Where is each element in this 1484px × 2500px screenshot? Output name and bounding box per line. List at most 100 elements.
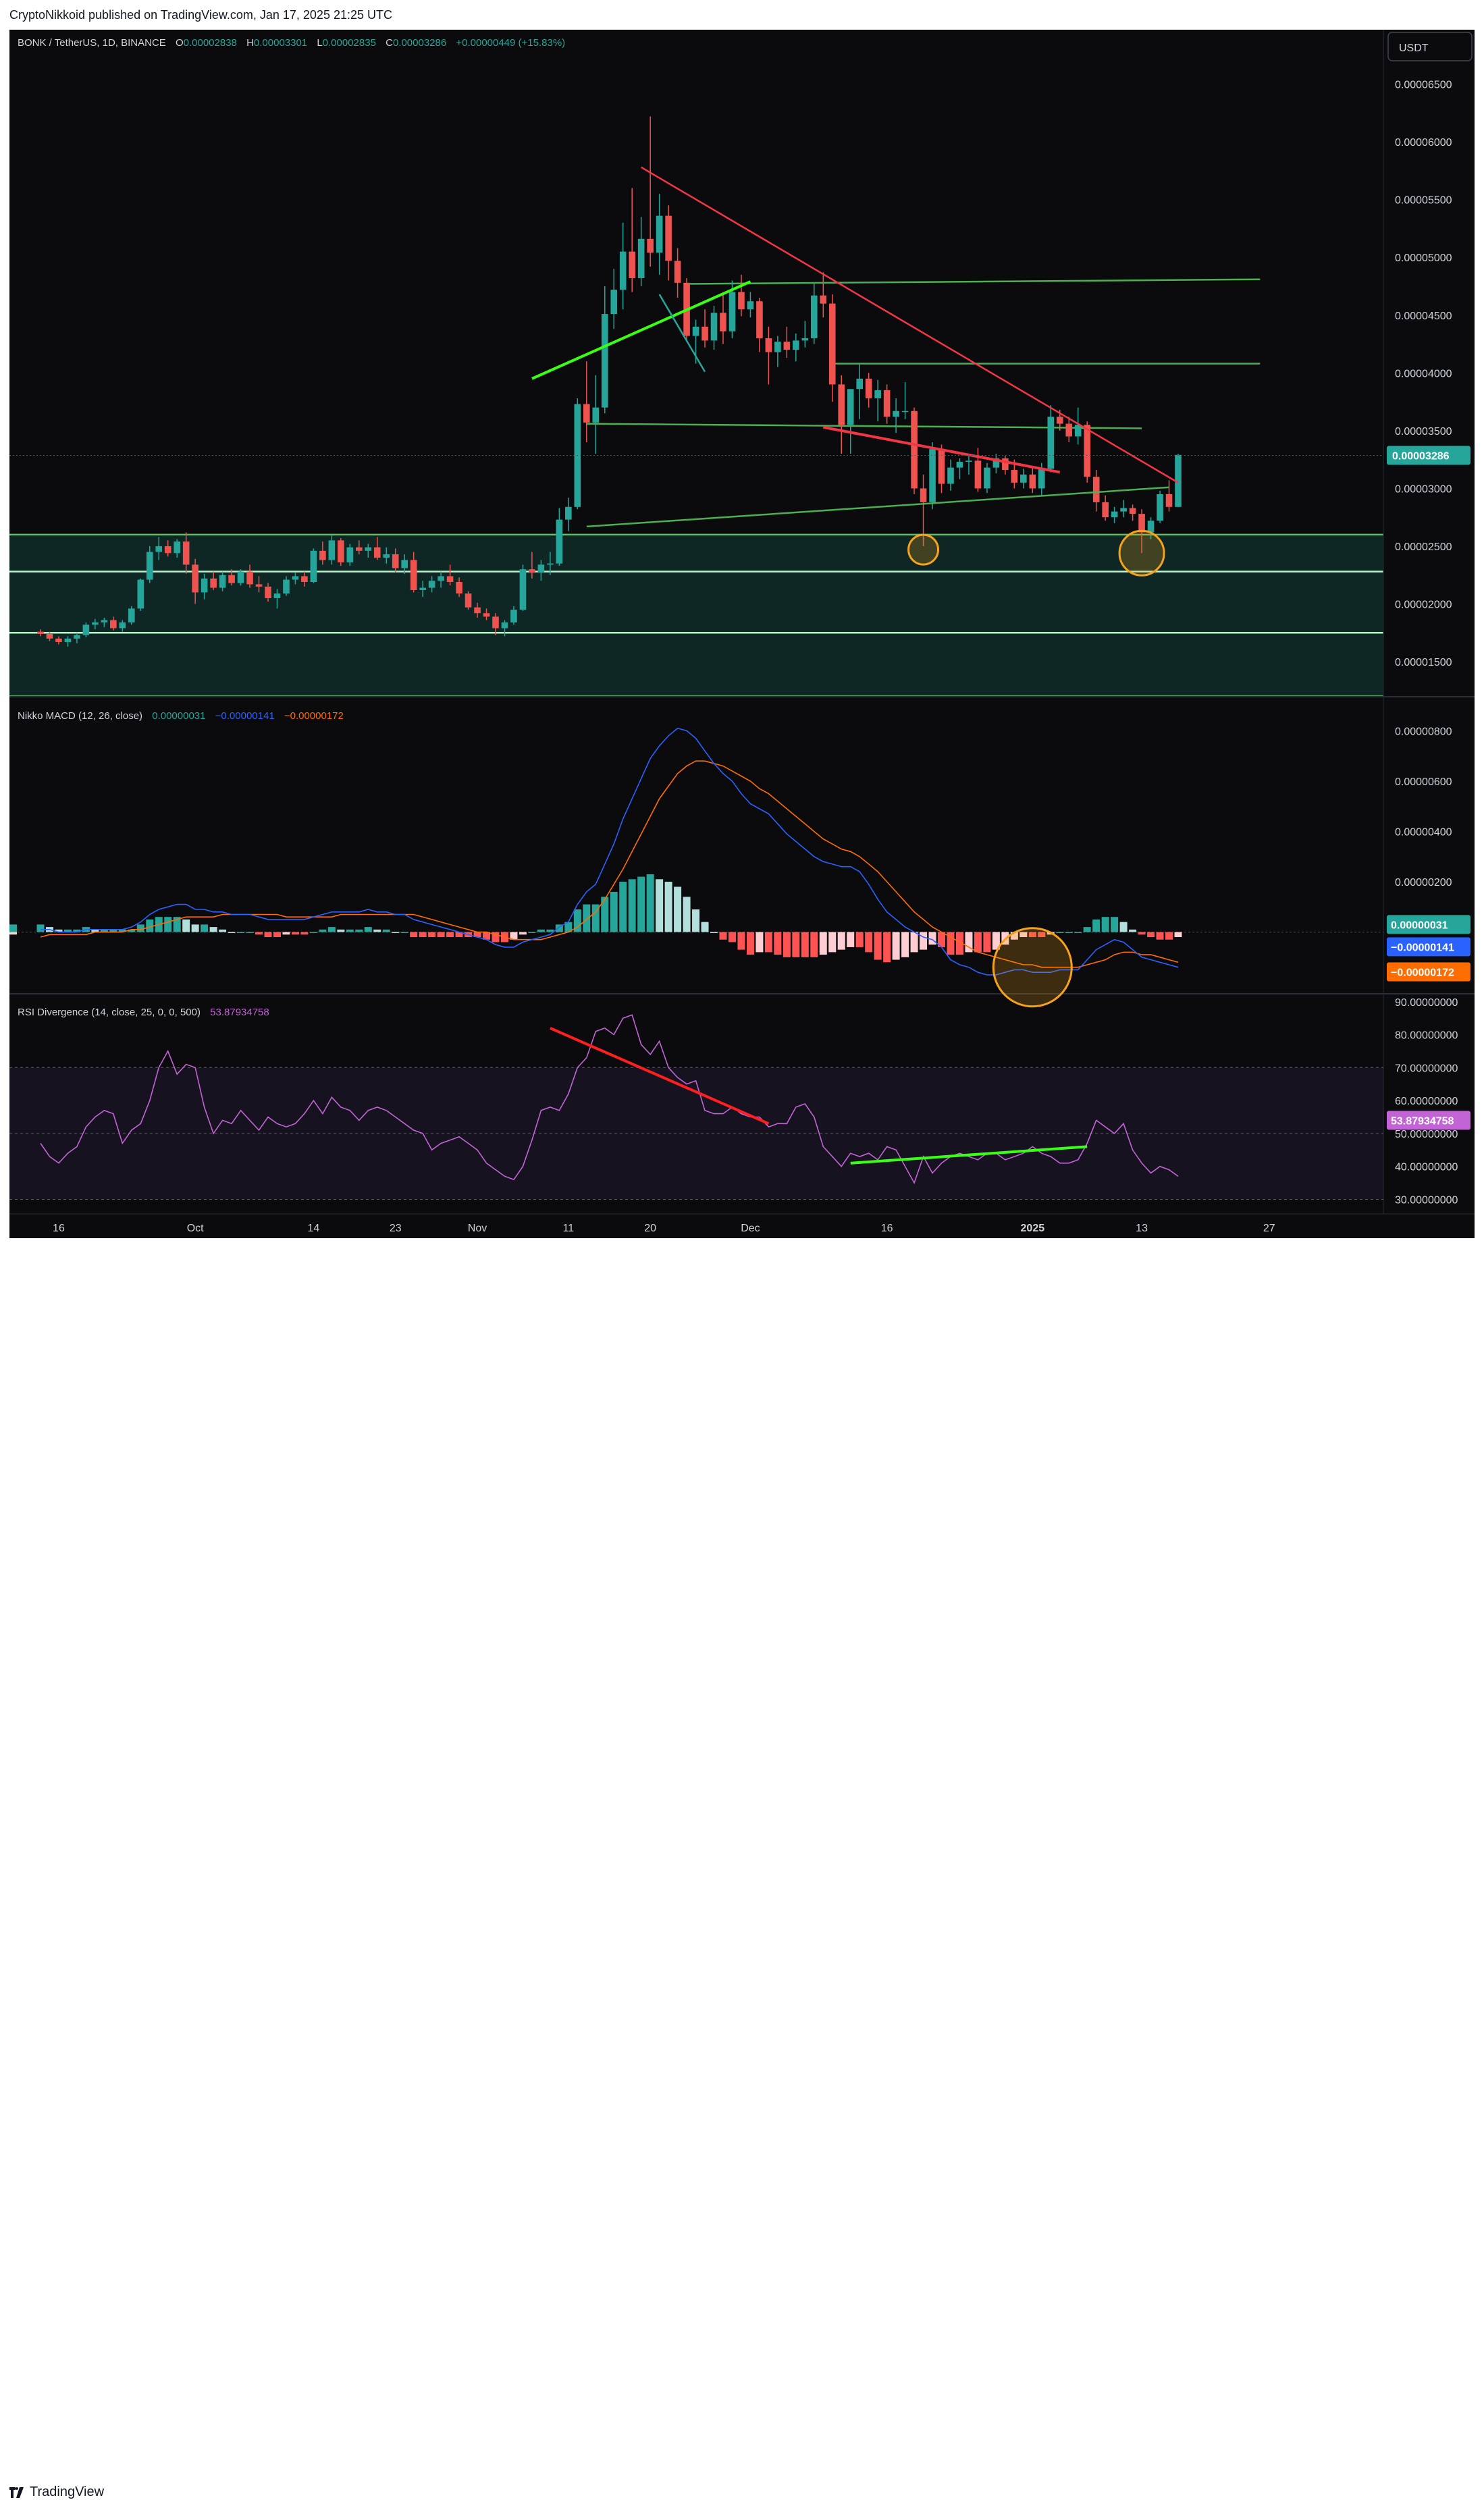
candle-body[interactable] [383,554,390,558]
macd-histogram-bar[interactable] [392,932,400,934]
macd-histogram-bar[interactable] [246,932,254,934]
candle-body[interactable] [893,410,899,417]
macd-histogram-bar[interactable] [756,932,764,953]
candle-body[interactable] [984,467,990,489]
macd-histogram-bar[interactable] [528,932,536,934]
macd-histogram-bar[interactable] [783,932,791,957]
candle-body[interactable] [838,384,845,425]
candle-body[interactable] [501,622,508,629]
candle-body[interactable] [338,540,344,562]
macd-histogram-bar[interactable] [965,932,973,953]
candle-body[interactable] [665,215,672,261]
macd-histogram-bar[interactable] [601,897,609,932]
candle-body[interactable] [519,569,527,610]
macd-histogram-bar[interactable] [446,932,454,938]
macd-histogram-bar[interactable] [282,932,290,935]
macd-histogram-bar[interactable] [656,879,664,932]
macd-histogram-bar[interactable] [419,932,427,938]
macd-histogram-bar[interactable] [537,929,545,932]
candle-body[interactable] [37,631,44,635]
macd-histogram-bar[interactable] [892,932,900,960]
candle-body[interactable] [529,569,535,573]
chart-canvas[interactable]: 0.00006500 0.00006000 0.00005500 0.00005000… [9,30,1475,1238]
macd-histogram-bar[interactable] [492,932,500,942]
candle-body[interactable] [1111,511,1118,518]
candle-body[interactable] [328,540,336,560]
candle-body[interactable] [356,547,363,551]
macd-histogram-bar[interactable] [974,932,982,953]
price-pane[interactable]: 0.00006500 0.00006000 0.00005500 0.00005000… [9,80,1470,697]
macd-histogram-bar[interactable] [300,932,309,935]
chart-frame[interactable]: 0.00006500 0.00006000 0.00005500 0.00005000… [9,30,1475,1238]
candle-body[interactable] [164,546,171,554]
macd-histogram-bar[interactable] [410,932,418,938]
macd-histogram-bar[interactable] [728,932,736,942]
macd-histogram-bar[interactable] [674,886,682,932]
candle-body[interactable] [292,576,299,580]
macd-histogram-bar[interactable] [719,932,727,940]
candle-body[interactable] [1092,477,1100,502]
tradingview-logo[interactable]: TradingView [9,2484,104,2500]
macd-histogram-bar[interactable] [237,932,245,934]
candle-body[interactable] [283,579,290,594]
macd-histogram-bar[interactable] [483,932,491,940]
macd-histogram-bar[interactable] [628,879,636,932]
macd-histogram-bar[interactable] [346,929,354,932]
candle-body[interactable] [1084,425,1090,477]
candle-body[interactable] [228,575,235,583]
candle-body[interactable] [74,635,80,639]
candle-body[interactable] [874,390,881,398]
macd-histogram-bar[interactable] [1010,932,1018,940]
macd-histogram-bar[interactable] [337,929,345,932]
candle-body[interactable] [101,620,108,622]
candle-body[interactable] [246,571,253,585]
candle-body[interactable] [137,579,144,609]
candle-body[interactable] [820,295,827,304]
candle-body[interactable] [756,301,763,338]
macd-histogram-bar[interactable] [1056,932,1064,934]
macd-histogram-bar[interactable] [564,922,573,932]
macd-histogram-bar[interactable] [828,932,837,953]
candle-body[interactable] [847,389,854,425]
macd-histogram-bar[interactable] [228,932,236,934]
macd-histogram-bar[interactable] [692,909,700,932]
candle-body[interactable] [492,616,499,629]
candle-body[interactable] [601,314,608,408]
candle-body[interactable] [783,342,791,350]
macd-histogram-bar[interactable] [983,932,991,953]
candle-body[interactable] [992,458,1000,468]
highlight-circle[interactable] [907,533,940,566]
macd-histogram-bar[interactable] [938,932,946,947]
currency-button-frame[interactable] [1387,32,1473,61]
macd-histogram-bar[interactable] [1156,932,1164,940]
candle-body[interactable] [828,303,836,385]
candle-body[interactable] [456,582,462,594]
candle-body[interactable] [610,290,618,315]
candle-body[interactable] [373,547,381,558]
macd-histogram-bar[interactable] [928,932,936,945]
rsi-pane[interactable]: 90.00000000 80.00000000 70.00000000 60.0000… [9,997,1470,1206]
macd-histogram-bar[interactable] [209,927,217,932]
candle-body[interactable] [720,313,726,331]
candle-body[interactable] [547,563,554,565]
candle-body[interactable] [1047,417,1055,469]
macd-histogram-bar[interactable] [63,929,72,932]
macd-histogram-bar[interactable] [309,932,317,934]
candle-body[interactable] [1011,470,1018,483]
macd-histogram-bar[interactable] [428,932,436,938]
macd-histogram-bar[interactable] [955,932,963,955]
macd-histogram-bar[interactable] [664,882,672,932]
candle-body[interactable] [865,378,872,398]
candle-body[interactable] [738,292,745,310]
candle-body[interactable] [728,292,736,331]
candle-body[interactable] [556,519,563,564]
currency-button-label[interactable]: USDT [1399,43,1429,54]
candle-body[interactable] [237,571,244,583]
candle-body[interactable] [1129,508,1136,514]
candle-body[interactable] [401,560,408,568]
candle-body[interactable] [947,467,954,484]
macd-histogram-bar[interactable] [291,932,299,935]
candle-body[interactable] [419,587,426,590]
candle-body[interactable] [174,541,180,554]
macd-histogram-bar[interactable] [764,932,772,953]
